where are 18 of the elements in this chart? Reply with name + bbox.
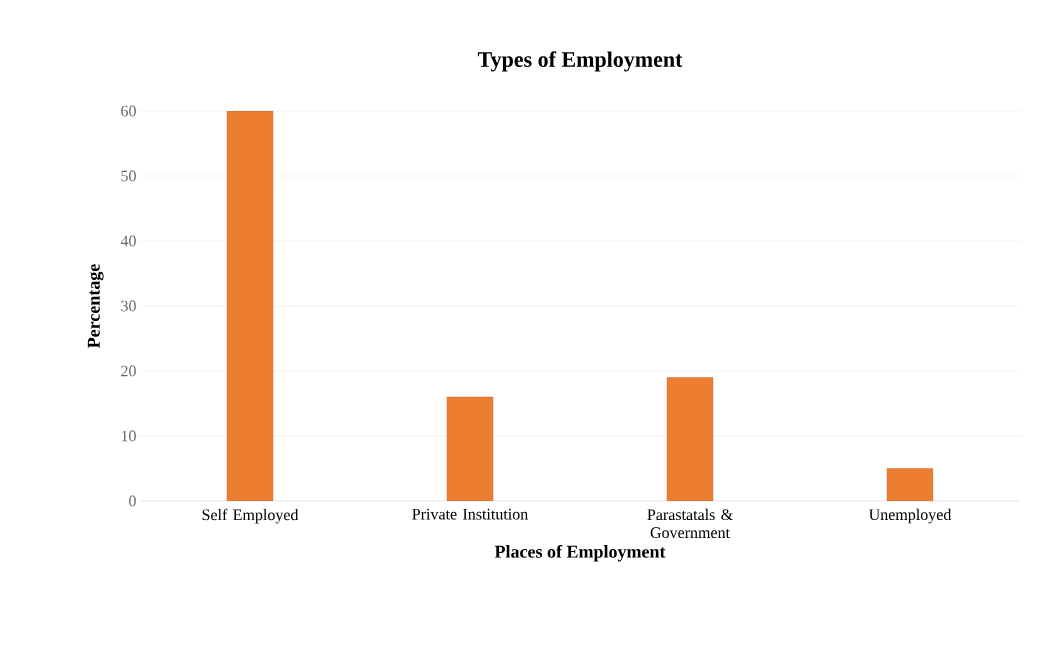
y-tick-label: 20 (121, 365, 136, 377)
x-tick-label: Unemployed (869, 508, 952, 524)
x-axis-title: Places of Employment (494, 544, 666, 562)
x-tick-label: Parastatals & Government (647, 508, 733, 539)
y-tick-label: 40 (120, 235, 136, 247)
y-tick-label: 0 (129, 495, 136, 507)
bar (446, 396, 494, 501)
chart-title: Types of Employment (477, 51, 683, 72)
bar (886, 468, 934, 501)
bar (226, 111, 274, 501)
y-tick-label: 30 (121, 300, 136, 312)
y-tick-label: 60 (121, 105, 136, 117)
y-axis-title: Percentage (87, 264, 104, 348)
x-tick-label: Self Employed (202, 508, 299, 524)
y-tick-label: 10 (121, 430, 136, 442)
y-tick-label: 50 (121, 170, 136, 182)
x-tick-label: Private Institution (412, 508, 528, 520)
bar (666, 377, 714, 501)
